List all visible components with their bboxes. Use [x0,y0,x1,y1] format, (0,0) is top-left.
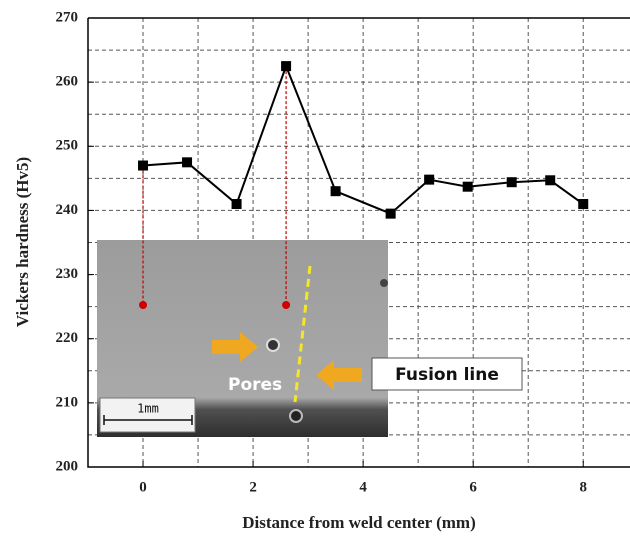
data-point [424,175,434,185]
data-point [545,175,555,185]
data-point [138,161,148,171]
x-tick-label: 4 [359,479,367,495]
pore [380,279,388,287]
scale-label: 1mm [137,402,159,416]
annotation: Fusion line [395,365,499,385]
pore [267,339,279,351]
y-tick-label: 200 [56,458,79,474]
x-tick-label: 8 [579,479,587,495]
data-point [578,199,588,209]
x-tick-label: 6 [469,479,477,495]
data-point [386,209,396,219]
guide-dot [282,301,290,309]
guide-dot [139,301,147,309]
chart: Pores 1mm Fusion line Distance from weld… [0,0,630,536]
micrograph-inset: Pores 1mm [97,240,388,437]
data-point [463,182,473,192]
data-point [331,186,341,196]
y-tick-label: 210 [56,394,79,410]
annotation: Pores [228,375,282,395]
y-tick-label: 220 [56,330,79,346]
y-tick-label: 250 [56,138,79,154]
y-tick-label: 270 [56,9,79,25]
y-tick-label: 260 [56,74,79,90]
data-point [182,157,192,167]
x-tick-label: 2 [249,479,257,495]
y-axis-label: Vickers hardness (Hv5) [13,157,32,327]
data-point [507,177,517,187]
y-tick-label: 240 [56,202,79,218]
data-point [232,199,242,209]
pore [290,410,302,422]
y-tick-label: 230 [56,266,79,282]
x-tick-label: 0 [139,479,147,495]
x-axis-label: Distance from weld center (mm) [242,513,476,532]
data-point [281,61,291,71]
